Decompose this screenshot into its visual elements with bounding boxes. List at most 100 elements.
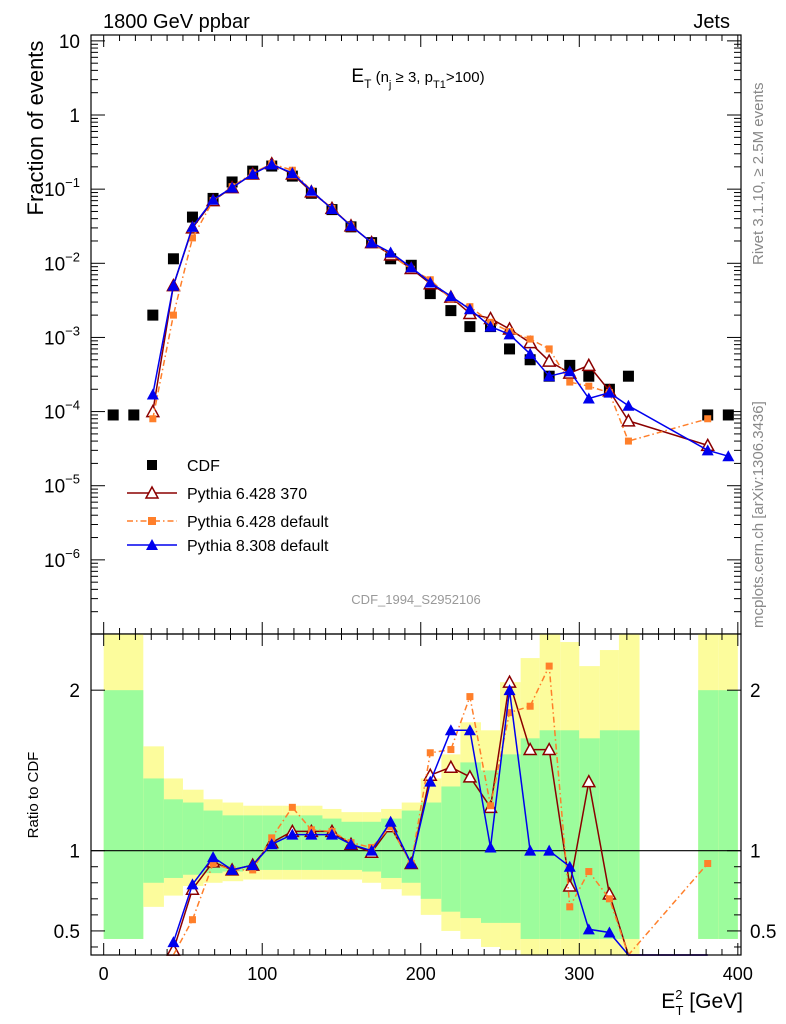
ratio-y-tick-label-right: 0.5: [750, 922, 776, 943]
ratio-y-axis-label: Ratio to CDF: [25, 752, 42, 839]
uncertainty-band-inner: [301, 815, 323, 870]
ratio-point-py6-370: [522, 741, 538, 756]
main-point-py8: [722, 450, 735, 462]
main-point-py8: [384, 246, 397, 258]
uncertainty-band-inner: [282, 815, 302, 870]
ratio-point-py8: [365, 844, 378, 856]
main-point-cdf: [186, 211, 198, 223]
rivet-version-label: Rivet 3.1.10, ≥ 2.5M events: [750, 83, 767, 266]
ratio-point-py6-default: [466, 693, 474, 701]
main-line-py8: [152, 163, 729, 457]
main-point-cdf: [107, 409, 119, 421]
main-point-py6-default: [169, 311, 177, 319]
main-y-tick-label: 10−4: [44, 398, 80, 424]
uncertainty-band-inner: [243, 815, 263, 870]
main-y-tick-label: 10−1: [44, 175, 80, 201]
main-point-cdf: [445, 305, 457, 317]
main-point-py6-default: [188, 234, 196, 242]
ratio-point-py8: [603, 926, 616, 938]
uncertainty-band-inner: [441, 786, 461, 912]
main-point-cdf: [464, 321, 476, 333]
main-point-py8: [345, 219, 357, 231]
main-point-py8: [365, 236, 378, 248]
main-point-py6-default: [704, 415, 712, 423]
main-point-cdf: [424, 288, 436, 300]
main-y-tick-label: 10: [59, 32, 80, 53]
uncertainty-band-inner: [203, 810, 223, 874]
ratio-point-py6-default: [704, 860, 712, 868]
main-point-py6-default: [526, 335, 534, 343]
main-y-tick-label: 10−2: [44, 249, 80, 275]
uncertainty-band-inner: [618, 730, 640, 939]
main-point-cdf: [147, 309, 159, 321]
ratio-panel: 0 100 200 300 400 0.5 0.5 1 1 2 2: [54, 633, 776, 984]
main-point-py8: [424, 276, 437, 288]
main-point-py8: [405, 261, 418, 273]
uncertainty-band-inner: [460, 762, 481, 919]
ratio-point-py6-default: [526, 702, 534, 710]
main-point-cdf: [583, 370, 595, 382]
main-point-py8: [265, 158, 278, 170]
legend-label-cdf: CDF: [187, 458, 220, 475]
x-tick-label: 400: [723, 964, 753, 984]
ratio-plot-frame: [90, 633, 742, 956]
uncertainty-band-inner: [222, 815, 244, 872]
legend-entry-cdf: CDF: [147, 458, 220, 475]
main-point-py6-default: [566, 378, 574, 386]
x-tick-label: 0: [99, 964, 109, 984]
plot-title: ET (nj ≥ 3, pT1>100): [351, 66, 484, 91]
main-point-py8: [305, 184, 318, 196]
ratio-y-tick-label-left: 2: [69, 681, 80, 702]
main-point-py8: [207, 193, 220, 205]
mcplots-source-label: mcplots.cern.ch [arXiv:1306.3436]: [750, 401, 767, 628]
main-point-py8: [167, 279, 180, 291]
uncertainty-band-inner: [560, 730, 580, 939]
ratio-point-py8: [463, 724, 476, 736]
uncertainty-band-inner: [539, 730, 561, 939]
x-tick-label: 300: [564, 964, 594, 984]
ratio-point-py6-default: [605, 895, 613, 903]
main-point-cdf: [702, 409, 714, 421]
main-point-py8: [246, 168, 259, 180]
ratio-point-py6-370: [562, 878, 578, 892]
main-y-tick-label: 1: [69, 106, 80, 127]
ratio-point-py8: [444, 724, 457, 736]
ratio-point-py6-default: [447, 746, 455, 754]
uncertainty-band-inner: [520, 738, 540, 939]
main-point-cdf: [722, 409, 734, 421]
main-point-py8: [484, 320, 497, 332]
main-point-py6-default: [149, 415, 157, 423]
main-point-cdf: [524, 354, 536, 366]
main-point-py8: [524, 347, 537, 359]
x-tick-label: 200: [406, 964, 436, 984]
uncertainty-band-inner: [103, 690, 144, 939]
legend-marker-pythia6-default: [148, 517, 156, 525]
main-y-axis-label: Fraction of events: [23, 41, 48, 216]
ratio-point-py8: [424, 775, 437, 787]
main-point-py6-default: [545, 345, 553, 353]
main-point-py8: [186, 220, 199, 232]
main-point-py6-370: [581, 357, 597, 372]
legend-entry-pythia8-default: Pythia 8.308 default: [127, 538, 329, 555]
main-point-cdf: [622, 370, 634, 382]
legend: CDF Pythia 6.428 370 Pythia 6.428 defaul…: [127, 458, 329, 555]
header-right: Jets: [693, 11, 730, 33]
ratio-point-py8: [543, 844, 556, 856]
main-point-py8: [286, 167, 299, 179]
ratio-point-py8: [563, 860, 576, 872]
ratio-point-py8: [345, 838, 357, 850]
analysis-watermark: CDF_1994_S2952106: [351, 592, 480, 607]
legend-label-pythia8-default: Pythia 8.308 default: [187, 538, 329, 555]
ratio-y-tick-label-right: 1: [750, 842, 761, 863]
main-point-py6-default: [585, 382, 593, 390]
legend-label-pythia6-default: Pythia 6.428 default: [187, 514, 329, 531]
ratio-point-py6-default: [506, 709, 514, 717]
main-point-py6-default: [624, 437, 632, 445]
main-point-py8: [444, 290, 457, 302]
ratio-point-py6-default: [288, 803, 296, 811]
header-left: 1800 GeV ppbar: [103, 11, 250, 33]
uncertainty-band-inner: [143, 778, 164, 883]
legend-marker-cdf: [147, 460, 157, 470]
ratio-point-py8: [286, 828, 299, 840]
legend-entry-pythia6-default: Pythia 6.428 default: [127, 514, 329, 531]
